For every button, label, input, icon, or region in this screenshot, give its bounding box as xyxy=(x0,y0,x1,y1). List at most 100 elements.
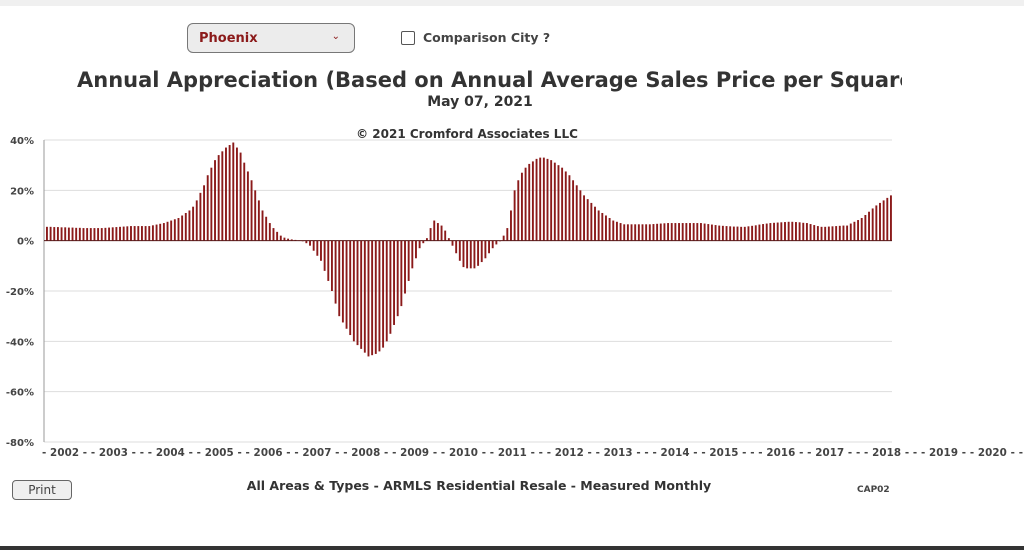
bar xyxy=(674,223,677,241)
bar xyxy=(776,222,779,241)
bottom-bar xyxy=(0,546,1024,550)
bar xyxy=(495,240,498,245)
bar xyxy=(312,240,315,251)
bar xyxy=(276,231,279,241)
bar xyxy=(787,221,790,241)
bar xyxy=(714,225,717,241)
bar xyxy=(458,240,461,261)
bar xyxy=(162,223,165,241)
bar xyxy=(283,237,286,241)
bar xyxy=(681,223,684,241)
print-button[interactable]: Print xyxy=(12,480,72,500)
bar xyxy=(206,175,209,241)
bar xyxy=(78,227,81,241)
bar xyxy=(473,240,476,269)
bar xyxy=(60,227,63,241)
bar xyxy=(809,224,812,241)
bar xyxy=(126,226,129,241)
bar xyxy=(148,226,151,241)
bar xyxy=(177,218,180,241)
bar xyxy=(71,227,74,241)
bar xyxy=(517,180,520,241)
bar xyxy=(221,151,224,241)
bar xyxy=(491,240,494,249)
bar xyxy=(371,240,374,356)
bar xyxy=(378,240,381,352)
bar xyxy=(433,220,436,241)
bar xyxy=(400,240,403,307)
chart-title: Annual Appreciation (Based on Annual Ave… xyxy=(77,68,902,92)
bar xyxy=(243,162,246,241)
bar xyxy=(86,228,89,241)
bar xyxy=(115,227,118,241)
bar xyxy=(762,224,765,241)
bar xyxy=(513,190,516,241)
bar xyxy=(341,240,344,323)
bar xyxy=(316,240,319,256)
bar xyxy=(820,226,823,241)
copyright-annotation: © 2021 Cromford Associates LLC xyxy=(356,127,578,141)
bar xyxy=(250,180,253,241)
bar xyxy=(272,228,275,241)
comparison-city-checkbox[interactable] xyxy=(401,31,415,45)
bar xyxy=(225,147,227,241)
bar xyxy=(700,223,702,241)
bar xyxy=(155,224,158,241)
bar xyxy=(393,240,395,325)
bar xyxy=(181,215,184,241)
bar xyxy=(287,238,290,241)
bar xyxy=(813,225,816,241)
bar xyxy=(802,222,805,241)
bar xyxy=(199,192,202,241)
bar xyxy=(411,240,414,269)
bar xyxy=(389,240,392,334)
bar xyxy=(550,160,553,241)
bar xyxy=(502,235,505,241)
bar xyxy=(860,218,863,241)
bar xyxy=(203,185,206,241)
bar xyxy=(678,223,680,241)
y-tick-label: 20% xyxy=(10,186,34,197)
bar xyxy=(531,161,534,241)
city-select[interactable]: Phoenix ⌄ xyxy=(187,23,355,53)
bar xyxy=(265,216,268,241)
bar xyxy=(429,228,432,241)
bar xyxy=(396,240,399,317)
bar xyxy=(875,205,878,241)
y-tick-label: -80% xyxy=(6,438,34,449)
bar xyxy=(246,171,249,241)
bar xyxy=(879,202,881,241)
bar xyxy=(108,227,111,241)
top-bar xyxy=(0,0,1024,6)
bar xyxy=(436,223,439,241)
bar xyxy=(130,226,132,241)
bar xyxy=(49,226,52,241)
bar xyxy=(484,240,487,259)
chart-title-container: Annual Appreciation (Based on Annual Ave… xyxy=(0,66,902,96)
comparison-city-label[interactable]: Comparison City ? xyxy=(423,30,551,45)
bar xyxy=(754,225,757,241)
bar xyxy=(648,224,651,241)
bar xyxy=(827,226,830,241)
bar xyxy=(455,240,458,254)
bar xyxy=(261,210,264,241)
bar xyxy=(385,240,388,342)
bar xyxy=(703,223,706,241)
bar xyxy=(619,223,622,241)
bar xyxy=(608,218,611,241)
bar xyxy=(469,240,472,269)
bar xyxy=(56,227,59,241)
bar xyxy=(736,226,739,241)
bar xyxy=(349,240,352,336)
bar xyxy=(542,157,545,241)
bar xyxy=(407,240,410,281)
bar xyxy=(232,142,235,241)
bar xyxy=(46,226,48,241)
bar xyxy=(886,197,889,241)
bar xyxy=(615,221,618,241)
bar xyxy=(119,226,121,241)
bar xyxy=(835,226,838,241)
bar xyxy=(528,163,531,241)
bar xyxy=(597,210,600,241)
